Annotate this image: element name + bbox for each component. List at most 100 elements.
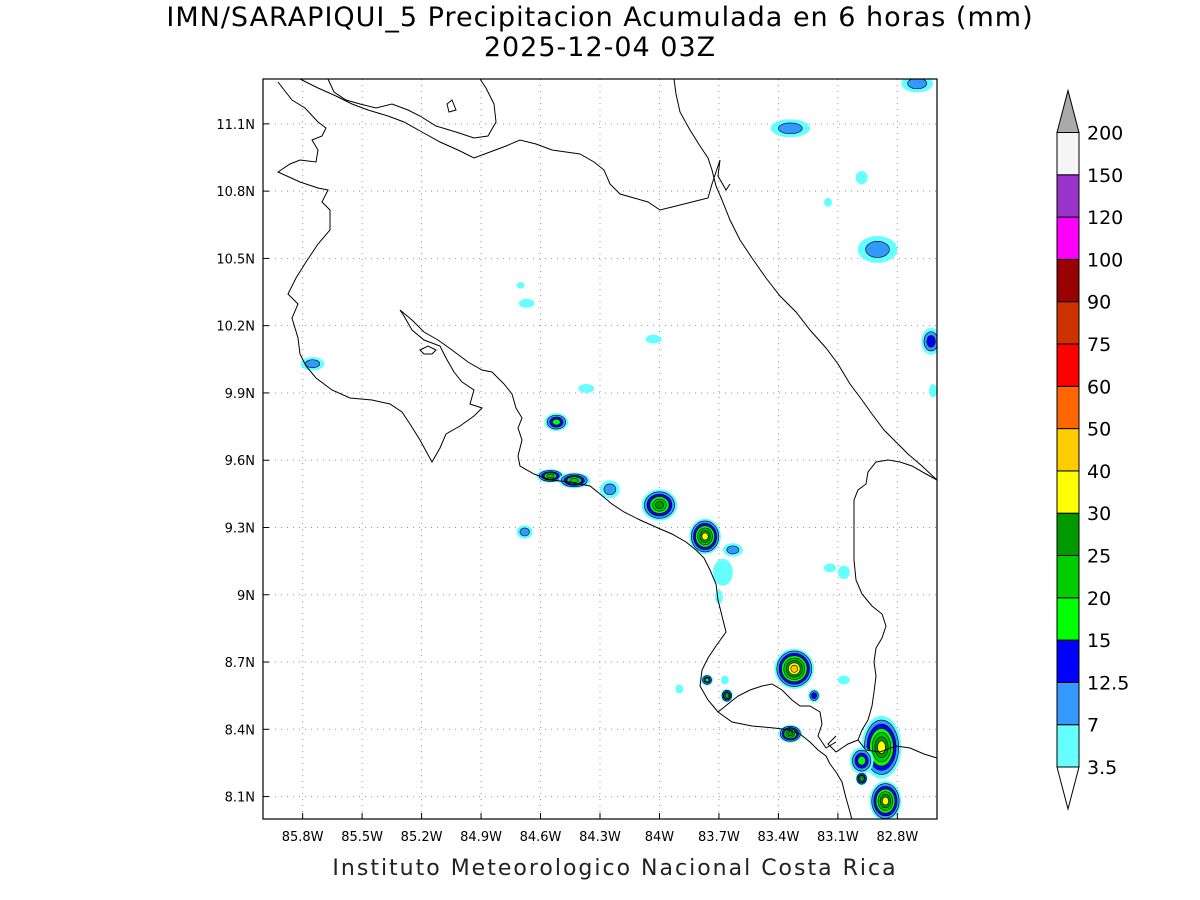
precip-contour xyxy=(518,298,535,308)
colorbar-box xyxy=(1056,301,1080,345)
pacific-coastline-north xyxy=(276,81,483,464)
small-island-north xyxy=(446,99,457,113)
precipitation-field xyxy=(300,79,937,819)
colorbar-label: 15 xyxy=(1087,630,1111,652)
nicaragua-border xyxy=(299,79,731,211)
chira-island xyxy=(419,345,437,355)
footer-institution: Instituto Meteorologico Nacional Costa R… xyxy=(332,856,898,881)
precip-contour xyxy=(645,334,662,344)
precip-contour xyxy=(811,692,817,699)
chart-title: IMN/SARAPIQUI_5 Precipitacion Acumulada … xyxy=(166,2,1034,33)
lon-tick-label: 84.6W xyxy=(520,830,562,845)
precip-contour xyxy=(712,558,733,586)
precip-contour xyxy=(578,383,595,393)
precip-contour xyxy=(837,675,850,685)
caribbean-coastline xyxy=(673,79,937,481)
precip-cell xyxy=(722,543,743,557)
colorbar-min-arrow xyxy=(1056,766,1080,811)
colorbar-box xyxy=(1056,385,1080,430)
precip-cell xyxy=(921,327,937,355)
map-frame xyxy=(262,78,938,820)
lat-tick-label: 8.4N xyxy=(225,723,255,738)
chart-subtitle-date: 2025-12-04 03Z xyxy=(483,32,717,63)
precip-cell xyxy=(536,469,565,483)
precip-contour xyxy=(859,776,864,781)
coastlines-borders xyxy=(276,79,937,819)
precip-contour xyxy=(552,418,561,426)
colorbar-box xyxy=(1056,724,1080,768)
lon-tick-label: 84.3W xyxy=(579,830,621,845)
precip-contour xyxy=(787,731,794,737)
precip-contour xyxy=(865,241,890,258)
colorbar-label: 120 xyxy=(1087,207,1123,229)
precip-cell xyxy=(720,688,733,703)
precip-contour xyxy=(701,532,709,541)
precip-cell xyxy=(518,298,535,308)
colorbar-box xyxy=(1056,681,1080,726)
precip-cell xyxy=(645,334,662,344)
lat-tick-label: 9.9N xyxy=(225,387,255,402)
lake-nicaragua-shore xyxy=(327,79,497,139)
lon-tick-label: 85.5W xyxy=(341,830,383,845)
lon-tick-label: 83.4W xyxy=(758,830,800,845)
precip-contour xyxy=(655,501,664,509)
lat-tick-label: 9.6N xyxy=(225,454,255,469)
precip-cell xyxy=(712,558,733,586)
lat-tick-label: 8.1N xyxy=(225,791,255,806)
precip-contour xyxy=(824,563,836,573)
colorbar-label: 40 xyxy=(1087,461,1111,483)
precip-cell xyxy=(544,413,569,432)
lat-tick-label: 11.1N xyxy=(216,118,255,133)
precip-cell xyxy=(869,780,902,819)
colorbar-label: 90 xyxy=(1087,292,1111,314)
precip-cell xyxy=(855,170,868,185)
precip-contour xyxy=(857,755,866,766)
precip-contour xyxy=(675,684,684,694)
precip-cell xyxy=(720,675,729,685)
grid-lines xyxy=(263,79,937,819)
precip-contour xyxy=(305,359,320,369)
precip-contour xyxy=(907,79,927,90)
precip-contour xyxy=(824,197,832,207)
precip-contour xyxy=(778,122,803,135)
lon-tick-label: 85.2W xyxy=(401,830,443,845)
precip-cell xyxy=(675,684,684,694)
colorbar-label: 7 xyxy=(1087,715,1099,737)
lon-tick-label: 82.8W xyxy=(876,830,918,845)
colorbar-box xyxy=(1056,512,1080,557)
lon-tick-label: 84W xyxy=(645,830,675,845)
precip-cell xyxy=(701,674,713,686)
precip-cell xyxy=(600,480,620,499)
colorbar-box xyxy=(1056,343,1080,387)
colorbar-label: 200 xyxy=(1087,123,1123,145)
lon-tick-label: 84.9W xyxy=(460,830,502,845)
osa-peninsula-coast xyxy=(717,683,837,749)
colorbar-box xyxy=(1056,132,1080,176)
precip-cell xyxy=(300,357,325,371)
colorbar-legend: 3.5 7 12.5 15 20 25 30 40 50 60 75 90 100 120 150 200 xyxy=(1056,88,1129,811)
colorbar-box xyxy=(1056,216,1080,260)
axes: 85.8W 85.5W 85.2W 84.9W 84.6W 84.3W 84W 83.7W 83… xyxy=(216,118,918,845)
lat-tick-label: 10.2N xyxy=(216,320,255,335)
precip-cell xyxy=(824,563,836,573)
colorbar-label: 60 xyxy=(1087,376,1111,398)
precip-cell xyxy=(837,565,850,580)
precip-cell xyxy=(857,235,898,263)
colorbar-label: 50 xyxy=(1087,419,1111,441)
precip-cell xyxy=(929,383,937,398)
colorbar-label: 12.5 xyxy=(1087,672,1129,694)
colorbar-label: 30 xyxy=(1087,503,1111,525)
precip-contour xyxy=(603,483,617,496)
lat-tick-label: 8.7N xyxy=(225,656,255,671)
precip-contour xyxy=(704,677,710,683)
precip-cell xyxy=(689,518,721,555)
nicoya-gulf-coast xyxy=(399,309,853,819)
colorbar-label: 20 xyxy=(1087,588,1111,610)
precip-contour xyxy=(516,281,525,289)
panama-boundary-inland xyxy=(827,735,859,753)
lat-tick-label: 10.8N xyxy=(216,185,255,200)
colorbar-label: 100 xyxy=(1087,249,1123,271)
precip-contour xyxy=(720,675,729,685)
colorbar-label: 75 xyxy=(1087,334,1111,356)
